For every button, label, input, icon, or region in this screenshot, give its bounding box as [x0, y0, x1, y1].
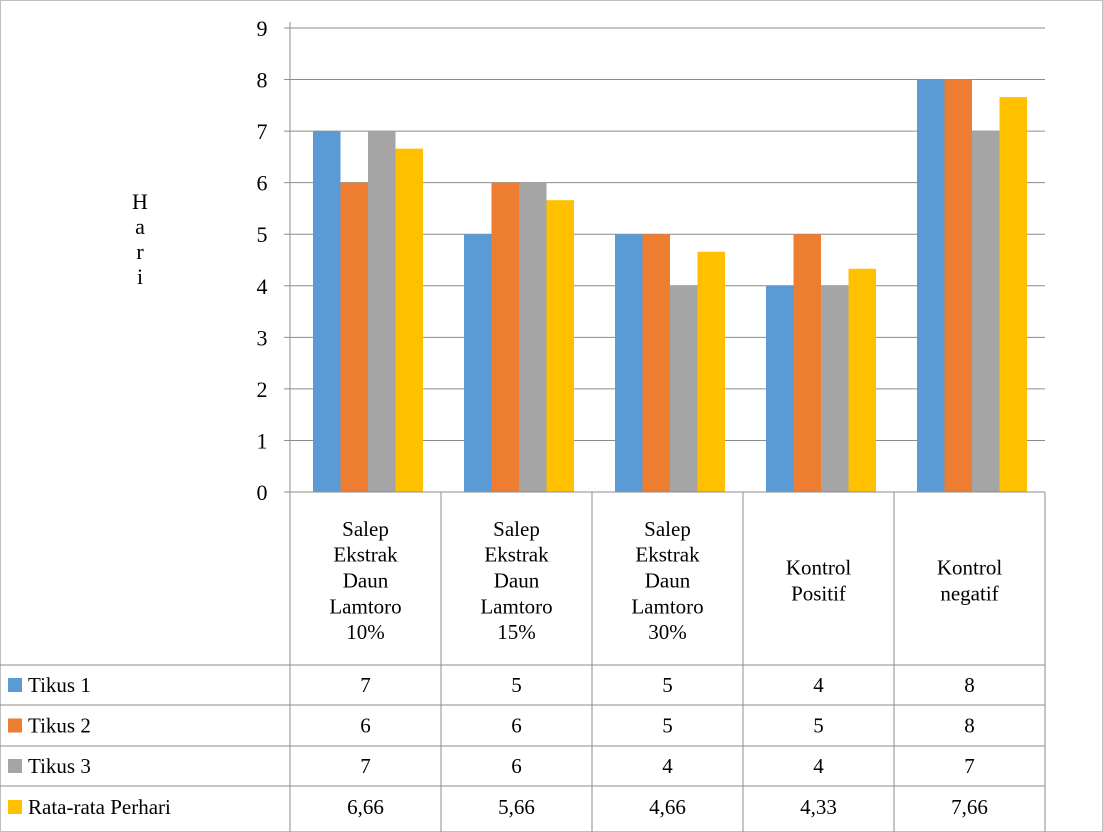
table-value-3-2: 6: [511, 754, 522, 778]
bar-4-4: [848, 268, 876, 492]
ytick-label-8: 8: [257, 68, 268, 93]
legend-name-4: Rata-rata Perhari: [28, 795, 171, 819]
table-value-2-3: 5: [662, 714, 673, 738]
ytick-label-3: 3: [257, 325, 268, 350]
ytick-label-0: 0: [257, 480, 268, 505]
category-label-2-line-3: Daun: [494, 569, 540, 593]
bar-4-2: [546, 200, 574, 492]
category-label-1-line-3: Daun: [343, 569, 389, 593]
category-label-1-line-2: Ekstrak: [333, 543, 398, 567]
table-value-3-3: 4: [662, 754, 673, 778]
category-label-1-line-1: Salep: [342, 517, 389, 541]
bar-3-4: [821, 285, 849, 492]
category-label-3-line-2: Ekstrak: [635, 543, 700, 567]
legend-name-2: Tikus 2: [28, 714, 91, 738]
ytick-label-2: 2: [257, 377, 268, 402]
category-label-2-line-5: 15%: [497, 620, 536, 644]
bar-4-1: [395, 148, 423, 492]
table-value-4-3: 4,66: [649, 795, 686, 819]
ytick-label-1: 1: [257, 428, 268, 453]
category-label-2-line-4: Lamtoro: [480, 594, 552, 618]
category-label-1-line-4: Lamtoro: [329, 594, 401, 618]
category-label-1-line-5: 10%: [346, 620, 385, 644]
category-label-3-line-3: Daun: [645, 569, 691, 593]
table-value-4-4: 4,33: [800, 795, 837, 819]
ytick-label-4: 4: [257, 274, 268, 299]
bar-1-2: [464, 234, 492, 492]
ylabel-letter-1: a: [135, 214, 145, 239]
bar-2-4: [793, 234, 821, 492]
bar-3-1: [368, 131, 396, 492]
table-value-1-4: 4: [813, 673, 824, 697]
category-label-2-line-1: Salep: [493, 517, 540, 541]
table-value-4-1: 6,66: [347, 795, 384, 819]
ylabel-letter-3: i: [137, 264, 143, 289]
category-label-4-line-1: Kontrol: [786, 556, 851, 580]
category-label-4-line-2: Positif: [791, 581, 846, 605]
table-value-2-4: 5: [813, 714, 824, 738]
ytick-label-5: 5: [257, 222, 268, 247]
bar-3-2: [519, 182, 547, 492]
table-value-1-3: 5: [662, 673, 673, 697]
table-value-1-2: 5: [511, 673, 522, 697]
bar-2-1: [340, 182, 368, 492]
ytick-label-6: 6: [257, 171, 268, 196]
table-value-4-2: 5,66: [498, 795, 535, 819]
legend-key-3: [8, 759, 22, 773]
legend-key-1: [8, 678, 22, 692]
table-value-2-5: 8: [964, 714, 975, 738]
bar-1-1: [313, 131, 341, 492]
ylabel-letter-2: r: [136, 239, 144, 264]
bar-2-3: [642, 234, 670, 492]
category-label-5-line-1: Kontrol: [937, 556, 1002, 580]
ytick-label-9: 9: [257, 16, 268, 41]
ytick-label-7: 7: [257, 119, 268, 144]
bar-4-5: [999, 97, 1027, 492]
category-label-3-line-4: Lamtoro: [631, 594, 703, 618]
table-value-2-2: 6: [511, 714, 522, 738]
ylabel-letter-0: H: [132, 189, 148, 214]
bar-2-2: [491, 182, 519, 492]
bar-3-5: [972, 131, 1000, 492]
legend-key-4: [8, 800, 22, 814]
table-value-2-1: 6: [360, 714, 371, 738]
bar-3-3: [670, 285, 698, 492]
category-label-3-line-5: 30%: [648, 620, 687, 644]
table-value-1-5: 8: [964, 673, 975, 697]
legend-name-3: Tikus 3: [28, 754, 91, 778]
table-value-3-4: 4: [813, 754, 824, 778]
legend-key-2: [8, 718, 22, 733]
bar-1-4: [766, 285, 794, 492]
table-value-3-5: 7: [964, 754, 975, 778]
category-label-3-line-1: Salep: [644, 517, 691, 541]
legend-name-1: Tikus 1: [28, 673, 91, 697]
category-label-2-line-2: Ekstrak: [484, 543, 549, 567]
table-value-3-1: 7: [360, 754, 371, 778]
bar-4-3: [697, 251, 725, 492]
bar-1-3: [615, 234, 643, 492]
table-value-4-5: 7,66: [951, 795, 988, 819]
bar-1-5: [917, 79, 945, 493]
bar-2-5: [944, 79, 972, 493]
table-value-1-1: 7: [360, 673, 371, 697]
category-label-5-line-2: negatif: [940, 581, 998, 605]
